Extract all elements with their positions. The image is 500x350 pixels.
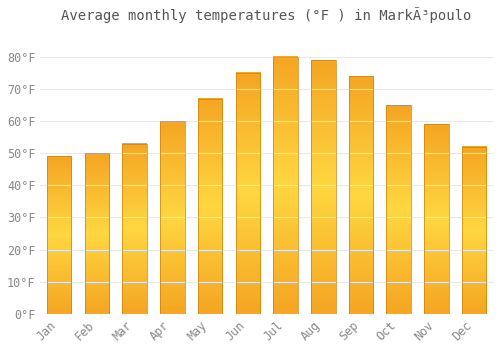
Bar xyxy=(198,98,222,314)
Bar xyxy=(122,144,147,314)
Bar xyxy=(424,124,448,314)
Bar xyxy=(84,153,109,314)
Bar xyxy=(274,57,298,314)
Bar xyxy=(160,121,184,314)
Bar xyxy=(236,73,260,314)
Bar xyxy=(386,105,411,314)
Bar xyxy=(462,147,486,314)
Title: Average monthly temperatures (°F ) in MarkÃ³poulo: Average monthly temperatures (°F ) in Ma… xyxy=(62,7,472,23)
Bar xyxy=(348,76,374,314)
Bar xyxy=(311,60,336,314)
Bar xyxy=(47,156,72,314)
